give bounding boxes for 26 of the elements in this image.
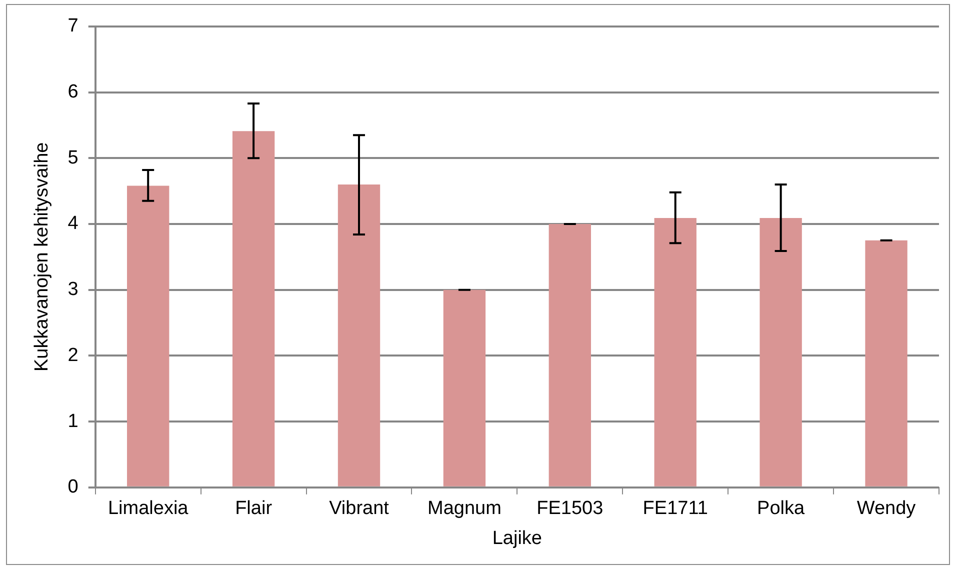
x-tick-label: FE1503 <box>536 498 604 520</box>
y-tick-label: 6 <box>68 81 78 102</box>
bar <box>127 186 170 486</box>
x-tick-label: Vibrant <box>329 498 390 520</box>
x-tick-label: Flair <box>235 498 273 520</box>
bar <box>654 218 696 486</box>
bar <box>865 240 908 486</box>
y-tick-label: 7 <box>68 16 78 37</box>
y-axis-title: Kukkavanojen kehitysvaihe <box>32 142 53 372</box>
x-tick-label: Magnum <box>427 498 502 520</box>
y-tick-label: 0 <box>68 476 78 498</box>
y-tick-label: 3 <box>68 279 78 300</box>
x-tick-label: Limalexia <box>108 498 189 520</box>
x-tick-label: Polka <box>757 498 806 520</box>
y-tick-label: 4 <box>68 213 79 234</box>
x-tick-label: FE1711 <box>642 498 708 520</box>
y-tick-label: 5 <box>68 147 78 168</box>
y-tick-label: 1 <box>68 410 78 432</box>
bar <box>232 131 275 486</box>
bar <box>548 224 591 486</box>
x-tick-label: Wendy <box>856 498 916 520</box>
x-axis-title: Lajike <box>492 528 542 549</box>
y-tick-label: 2 <box>68 344 78 366</box>
bar <box>760 218 802 486</box>
bar <box>443 290 486 486</box>
bar <box>338 184 380 486</box>
